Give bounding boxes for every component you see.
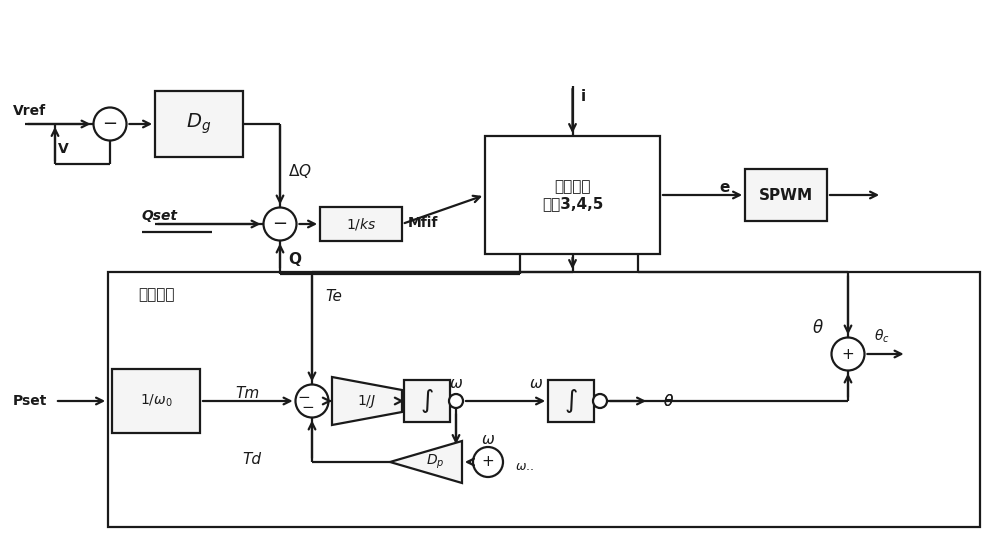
Bar [108, 272, 980, 527]
Text: SPWM: SPWM [759, 187, 813, 202]
Text: −: − [272, 215, 288, 233]
Bar [548, 380, 594, 422]
Text: i: i [580, 88, 586, 103]
Circle shape [473, 447, 503, 477]
Text: Q: Q [288, 252, 301, 267]
Text: V: V [58, 142, 69, 156]
Text: −: − [102, 115, 118, 133]
Bar [112, 369, 200, 433]
Text: $1/\omega_0$: $1/\omega_0$ [140, 393, 172, 409]
Text: +: + [842, 347, 854, 362]
Text: $\theta$: $\theta$ [663, 393, 675, 409]
Text: $\omega$..: $\omega$.. [515, 459, 534, 472]
Text: $D_p$: $D_p$ [426, 453, 444, 471]
Circle shape [593, 394, 607, 408]
Text: $\omega$: $\omega$ [529, 376, 543, 391]
Text: Mfif: Mfif [408, 216, 438, 230]
Bar [485, 136, 660, 254]
Circle shape [264, 207, 296, 240]
Text: Td: Td [242, 452, 261, 467]
Circle shape [832, 338, 864, 371]
Polygon shape [390, 441, 462, 483]
Text: Te: Te [325, 289, 342, 304]
Text: $1/J$: $1/J$ [357, 392, 377, 410]
Circle shape [296, 385, 328, 418]
Bar [404, 380, 450, 422]
Text: 电磁模型
公式3,4,5: 电磁模型 公式3,4,5 [542, 179, 603, 211]
Text: $\theta$: $\theta$ [812, 319, 824, 337]
Text: $\int$: $\int$ [420, 387, 434, 415]
Text: −: − [298, 390, 310, 405]
Text: $\omega$: $\omega$ [449, 376, 463, 391]
Bar [745, 169, 827, 221]
Text: $D_g$: $D_g$ [186, 112, 212, 136]
Text: e: e [720, 179, 730, 195]
Text: Qset: Qset [142, 209, 178, 223]
Text: Pset: Pset [13, 394, 47, 408]
Text: $\omega$: $\omega$ [481, 433, 495, 448]
Text: $1/ks$: $1/ks$ [346, 216, 376, 232]
Bar [320, 207, 402, 241]
Text: +: + [482, 454, 494, 470]
Circle shape [94, 107, 127, 140]
Bar [155, 91, 243, 157]
Text: $\theta_c$: $\theta_c$ [874, 328, 890, 345]
Polygon shape [332, 377, 402, 425]
Text: −: − [302, 400, 314, 415]
Text: 机械部分: 机械部分 [138, 287, 175, 302]
Text: $\theta$: $\theta$ [663, 393, 675, 409]
Text: $\int$: $\int$ [564, 387, 578, 415]
Text: Tm: Tm [235, 386, 259, 400]
Circle shape [449, 394, 463, 408]
Text: $\Delta Q$: $\Delta Q$ [288, 162, 312, 180]
Text: Vref: Vref [13, 104, 46, 118]
